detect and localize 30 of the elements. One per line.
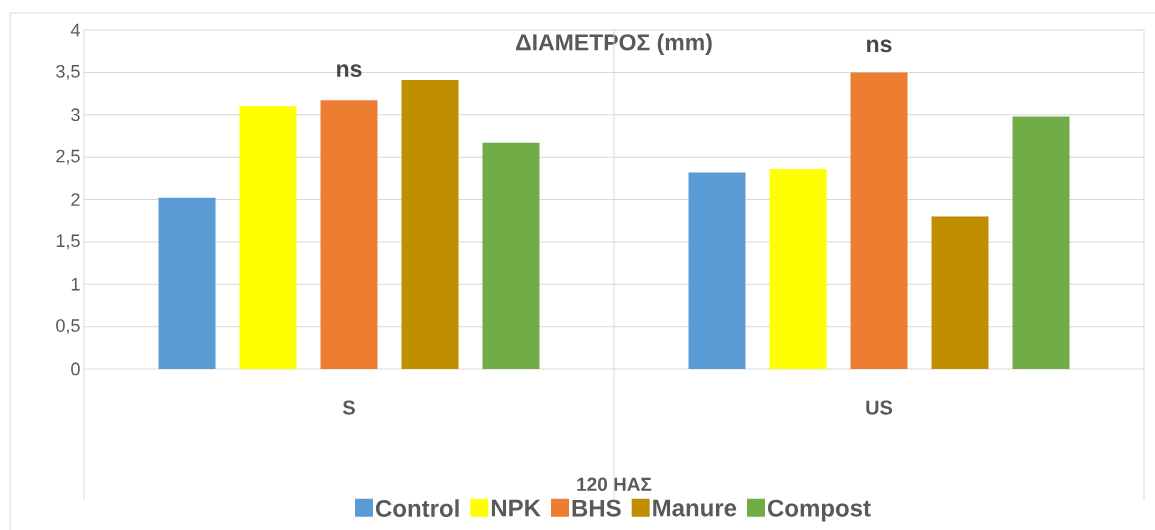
bar bbox=[1012, 116, 1070, 369]
chart-title: ΔΙΑΜΕΤΡΟΣ (mm) bbox=[516, 33, 712, 55]
x-tick-label: US bbox=[866, 400, 893, 415]
bar bbox=[850, 72, 908, 369]
y-tick-label: 0 bbox=[71, 362, 80, 376]
y-tick-label: 1 bbox=[71, 278, 80, 291]
legend-label: NPK bbox=[491, 499, 541, 517]
bar bbox=[769, 168, 827, 369]
legend-label: Control bbox=[376, 499, 459, 517]
y-tick-label: 2,5 bbox=[56, 149, 80, 165]
annotation: ns bbox=[867, 39, 892, 53]
legend-label: Compost bbox=[768, 499, 871, 522]
legend-label: Manure bbox=[653, 499, 737, 517]
bar bbox=[320, 100, 378, 369]
y-tick-label: 1,5 bbox=[56, 234, 80, 250]
bar bbox=[931, 216, 989, 369]
bar bbox=[688, 172, 746, 369]
x-tick-label: S bbox=[342, 400, 355, 415]
bar bbox=[482, 142, 540, 369]
y-tick-label: 2 bbox=[71, 193, 80, 206]
bar bbox=[401, 80, 459, 369]
x-axis-title: 120 ΗΑΣ bbox=[577, 477, 652, 492]
y-tick-label: 4 bbox=[70, 23, 80, 37]
y-tick-label: 0,5 bbox=[56, 319, 80, 335]
legend-label: BHS bbox=[572, 499, 621, 517]
bar bbox=[158, 197, 216, 369]
y-tick-label: 3,5 bbox=[56, 64, 80, 80]
y-tick-label: 3 bbox=[71, 108, 80, 122]
annotation: ns bbox=[337, 64, 362, 77]
bar bbox=[239, 106, 297, 369]
